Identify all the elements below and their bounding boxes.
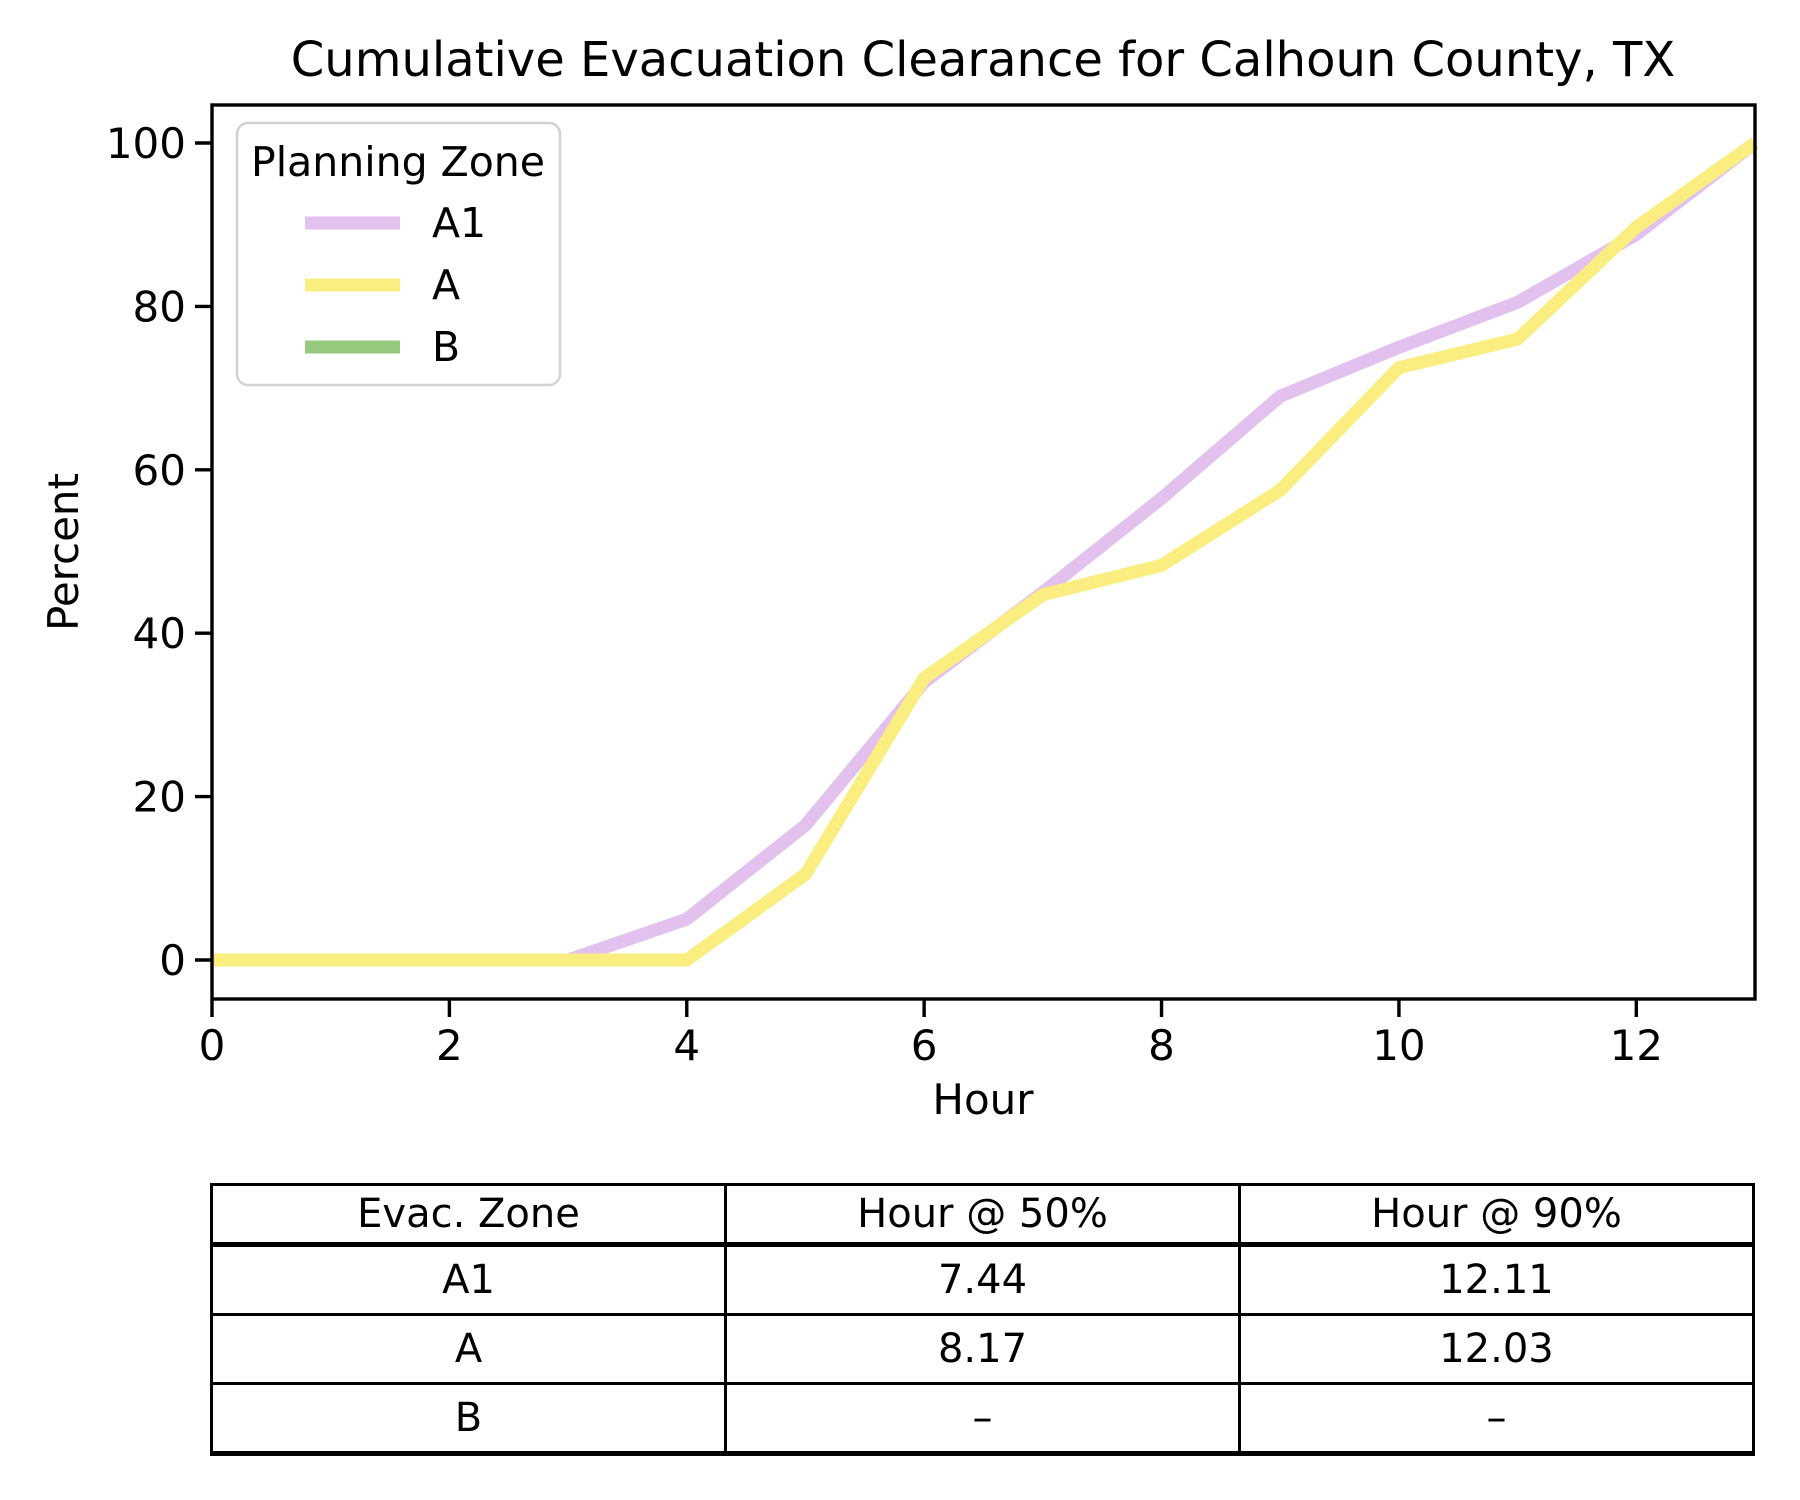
series-line-a [212, 137, 1759, 967]
legend-box [235, 121, 562, 387]
y-tick-label: 60 [133, 446, 186, 495]
table-cell: 7.44 [724, 1243, 1241, 1316]
legend-items: A1 AB [305, 199, 486, 371]
plot-border [210, 103, 1757, 1001]
legend-item-a: A [305, 261, 460, 309]
y-tick-label: 40 [133, 609, 186, 658]
x-tick-label: 10 [1372, 1021, 1425, 1070]
y-tick-label: 100 [106, 119, 186, 168]
y-axis-label: Percent [39, 473, 88, 631]
table-header-cell: Hour @ 50% [724, 1183, 1241, 1247]
chart-title: Cumulative Evacuation Clearance for Calh… [291, 32, 1675, 88]
x-tick-label: 8 [1148, 1021, 1175, 1070]
results-table-header: Evac. Zone Hour @ 50% Hour @ 90% [210, 1183, 1755, 1247]
x-tick-label: 0 [199, 1021, 226, 1070]
legend-swatch [305, 278, 400, 292]
legend-swatch [305, 216, 400, 230]
y-tick-label: 80 [133, 282, 186, 331]
x-axis-ticks: 0 2 4 6 8 10 12 [199, 1000, 1663, 1070]
x-tick-label: 4 [673, 1021, 700, 1070]
series-lines [212, 137, 1759, 967]
legend-label: B [432, 323, 460, 371]
table-row: A 8.17 12.03 [210, 1313, 1755, 1385]
table-cell: – [724, 1382, 1241, 1456]
table-cell: A [210, 1313, 727, 1385]
legend-label: A [432, 261, 460, 309]
table-row: B – – [210, 1382, 1755, 1456]
y-tick-label: 20 [133, 773, 186, 822]
table-header-cell: Hour @ 90% [1238, 1183, 1755, 1247]
legend-swatch [305, 340, 400, 354]
results-table: Evac. Zone Hour @ 50% Hour @ 90% A1 7.44 1… [210, 1183, 1755, 1456]
legend-item-a1: A1 [305, 199, 486, 247]
table-header-cell: Evac. Zone [210, 1183, 727, 1247]
table-row: A1 7.44 12.11 [210, 1243, 1755, 1316]
legend: Planning Zone A1 AB [235, 121, 562, 387]
legend-title: Planning Zone [251, 138, 545, 186]
legend-label: A1 [432, 199, 486, 247]
table-cell: A1 [210, 1243, 727, 1316]
x-tick-label: 12 [1610, 1021, 1663, 1070]
x-tick-label: 2 [436, 1021, 463, 1070]
table-cell: 12.03 [1238, 1313, 1755, 1385]
x-axis-label: Hour [932, 1075, 1034, 1124]
table-cell: B [210, 1382, 727, 1456]
table-cell: – [1238, 1382, 1755, 1456]
y-tick-label: 0 [159, 936, 186, 985]
legend-item-b: B [305, 323, 460, 371]
x-tick-label: 6 [911, 1021, 938, 1070]
y-axis-ticks: 0 20 40 60 80 100 [106, 119, 212, 985]
table-cell: 8.17 [724, 1313, 1241, 1385]
table-cell: 12.11 [1238, 1243, 1755, 1316]
